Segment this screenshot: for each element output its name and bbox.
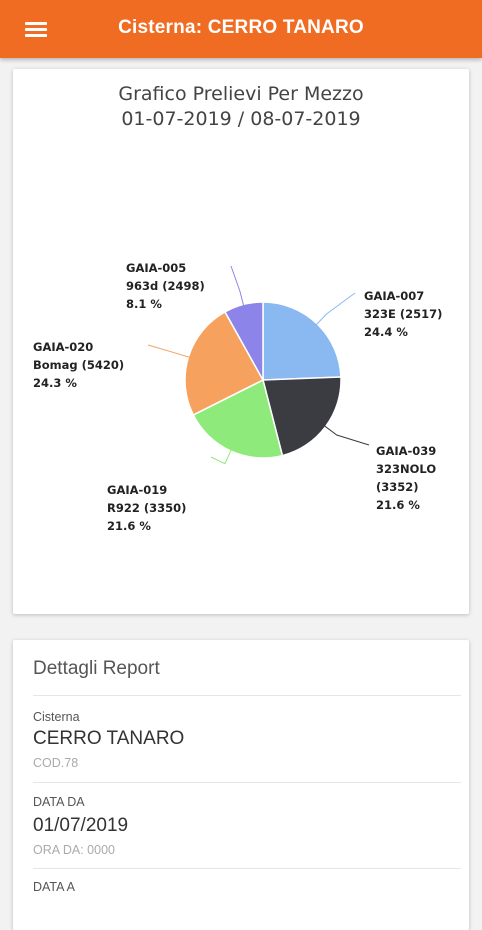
slice-label: 963d (2498)	[126, 279, 205, 293]
leader-line	[230, 265, 245, 307]
leader-line	[210, 448, 232, 465]
slice-label: 323NOLO	[376, 462, 436, 476]
details-card: Dettagli Report Cisterna CERRO TANARO CO…	[13, 640, 469, 930]
chart-card: Grafico Prelievi Per Mezzo 01-07-2019 / …	[13, 69, 469, 614]
pie-slice-gaia-007[interactable]	[262, 301, 342, 381]
slice-label: Bomag (5420)	[33, 358, 124, 372]
slice-label: 24.3 %	[33, 376, 77, 390]
chart-title: Grafico Prelievi Per Mezzo 01-07-2019 / …	[13, 82, 469, 132]
slice-label: R922 (3350)	[107, 501, 186, 515]
leader-line	[323, 425, 370, 446]
leader-line	[147, 344, 191, 359]
chart-title-line2: 01-07-2019 / 08-07-2019	[121, 108, 361, 130]
slice-label: GAIA-039	[376, 444, 436, 458]
slice-label: GAIA-019	[107, 483, 167, 497]
cisterna-code: COD.78	[33, 756, 79, 770]
hamburger-menu-icon[interactable]	[22, 17, 52, 43]
data-da-label: DATA DA	[33, 795, 85, 809]
data-da-value: 01/07/2019	[33, 815, 129, 836]
data-a-label: DATA A	[33, 880, 75, 894]
app-bar: Cisterna: CERRO TANARO	[0, 0, 482, 58]
slice-label: 21.6 %	[107, 519, 151, 533]
page-title: Cisterna: CERRO TANARO	[118, 17, 364, 38]
cisterna-value: CERRO TANARO	[33, 728, 185, 749]
slice-label: GAIA-005	[126, 261, 186, 275]
pie-chart: GAIA-007 323E (2517) 24.4 % GAIA-039 323NOLO…	[33, 261, 442, 533]
slice-label: GAIA-020	[33, 340, 93, 354]
chart-title-line1: Grafico Prelievi Per Mezzo	[118, 83, 364, 105]
slice-label: (3352)	[376, 480, 419, 494]
ora-da-value: ORA DA: 0000	[33, 843, 115, 857]
slice-label: GAIA-007	[364, 289, 424, 303]
divider	[33, 782, 461, 783]
slice-label: 8.1 %	[126, 297, 162, 311]
slice-label: 323E (2517)	[364, 307, 442, 321]
leader-line	[315, 292, 356, 326]
slice-label: 24.4 %	[364, 325, 408, 339]
cisterna-label: Cisterna	[33, 710, 80, 724]
divider	[33, 868, 461, 869]
slice-label: 21.6 %	[376, 498, 420, 512]
details-title: Dettagli Report	[33, 658, 160, 679]
divider	[33, 695, 461, 696]
